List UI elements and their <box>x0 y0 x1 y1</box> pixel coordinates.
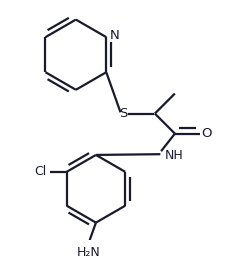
Text: NH: NH <box>164 149 183 162</box>
Text: S: S <box>119 107 128 120</box>
Text: N: N <box>109 29 119 42</box>
Text: O: O <box>201 127 212 140</box>
Text: H₂N: H₂N <box>76 246 100 257</box>
Text: Cl: Cl <box>34 165 46 178</box>
